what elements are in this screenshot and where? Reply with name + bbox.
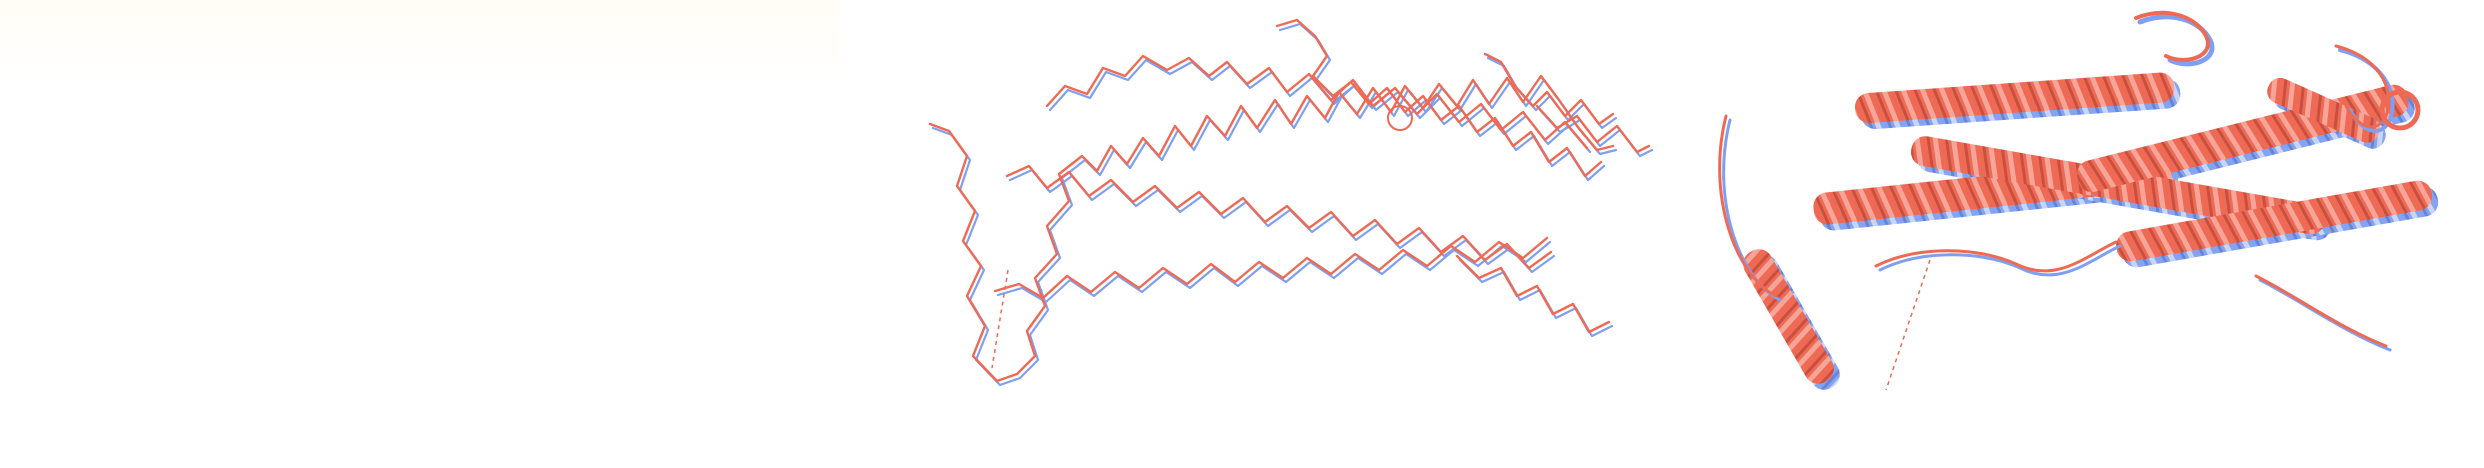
trace-dashed-loop: [991, 269, 1009, 369]
faint-header-tint: [0, 0, 840, 72]
cartoon-dashed-loop: [1885, 259, 1931, 391]
blank-panel: [0, 0, 840, 468]
cartoon-red-helices: [1743, 72, 2433, 384]
cartoon-structure-svg: [1718, 10, 2439, 391]
trace-small-loop: [1387, 105, 1413, 131]
trace-superposition-panel: [900, 0, 1660, 468]
cartoon-terminal-coil: [2379, 89, 2421, 131]
trace-structure-svg: [928, 18, 1654, 387]
cartoon-loops: [1718, 10, 2395, 352]
trace-red: [928, 18, 1651, 383]
cartoon-superposition-panel: [1700, 0, 2484, 468]
trace-blue: [931, 22, 1654, 387]
